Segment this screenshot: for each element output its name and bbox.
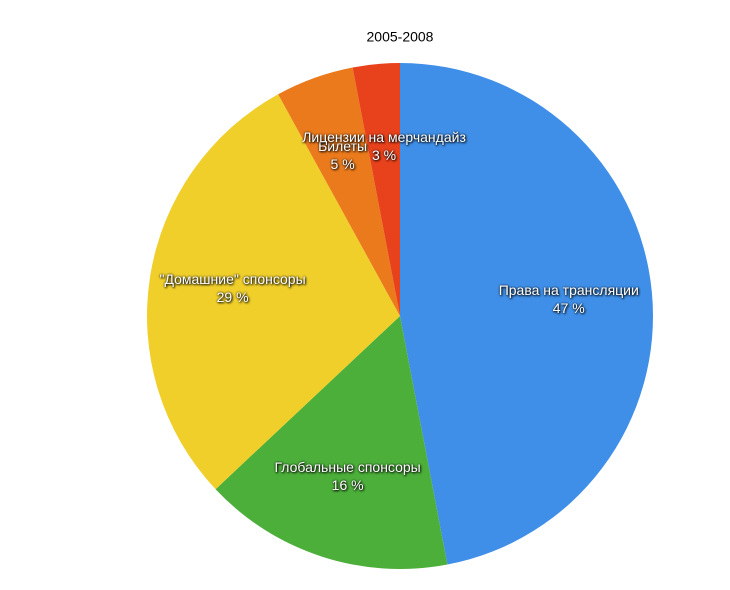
value-label: 16 % bbox=[332, 477, 364, 493]
pie-slice bbox=[400, 63, 654, 565]
value-label: 3 % bbox=[372, 147, 396, 163]
slice-label: Лицензии на мерчандайз bbox=[302, 129, 466, 145]
slice-label: Билеты bbox=[318, 138, 367, 154]
pie-slice bbox=[278, 67, 400, 316]
pie-slice bbox=[215, 316, 448, 569]
value-label: 47 % bbox=[553, 300, 585, 316]
slice-label: Глобальные спонсоры bbox=[275, 459, 421, 475]
value-label: 29 % bbox=[217, 289, 249, 305]
slice-label: Права на трансляции bbox=[499, 282, 639, 298]
chart-title: 2005-2008 bbox=[367, 29, 434, 45]
value-label: 5 % bbox=[331, 156, 355, 172]
pie-slice bbox=[146, 94, 400, 490]
slice-label: "Домашние" спонсоры bbox=[160, 271, 306, 287]
pie-slice bbox=[352, 63, 400, 316]
